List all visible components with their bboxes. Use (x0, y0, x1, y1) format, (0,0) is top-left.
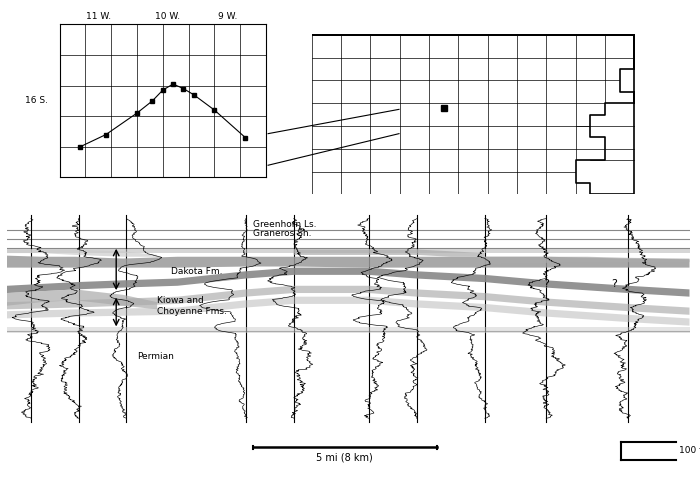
Polygon shape (7, 296, 690, 326)
Polygon shape (294, 249, 484, 257)
Text: ?: ? (543, 279, 549, 289)
Text: 11 W.: 11 W. (85, 12, 111, 20)
Text: ?: ? (612, 279, 617, 289)
Polygon shape (7, 256, 690, 268)
Text: 16 S.: 16 S. (25, 96, 48, 105)
Polygon shape (7, 286, 690, 315)
Text: 5 mi (8 km): 5 mi (8 km) (316, 452, 373, 463)
Text: 10 W.: 10 W. (155, 12, 181, 20)
Polygon shape (484, 257, 690, 264)
Text: Graneros Sh.: Graneros Sh. (253, 229, 312, 238)
Text: 9 W.: 9 W. (218, 12, 237, 20)
Text: Choyenne Fms.: Choyenne Fms. (157, 307, 227, 316)
Polygon shape (7, 328, 690, 333)
Text: 100 ft (30 m): 100 ft (30 m) (679, 446, 700, 455)
Text: Greenhorn Ls.: Greenhorn Ls. (253, 220, 316, 228)
Text: Permian: Permian (136, 352, 174, 361)
Polygon shape (575, 35, 693, 194)
Polygon shape (7, 268, 690, 296)
Polygon shape (7, 249, 690, 253)
Polygon shape (7, 249, 157, 257)
Polygon shape (7, 289, 157, 310)
Text: Dakota Fm.: Dakota Fm. (171, 267, 223, 276)
Text: Kiowa and: Kiowa and (157, 296, 204, 305)
